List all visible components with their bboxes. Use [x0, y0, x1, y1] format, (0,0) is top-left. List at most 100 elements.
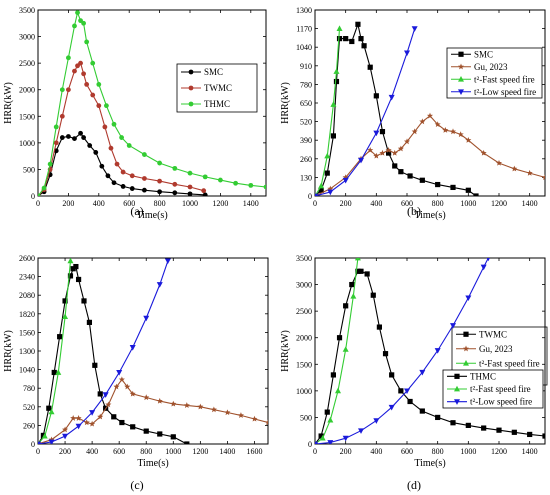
data-point: [170, 400, 177, 407]
data-point: [480, 149, 487, 156]
data-point: [67, 258, 74, 264]
data-point: [450, 323, 456, 329]
data-point: [157, 160, 163, 166]
data-point: [327, 185, 334, 192]
data-point: [379, 149, 386, 156]
data-point: [318, 433, 324, 439]
data-point: [527, 431, 533, 438]
y-tick-label: 3000: [19, 33, 35, 42]
data-point: [66, 87, 71, 93]
data-point: [457, 131, 464, 138]
data-point: [319, 434, 326, 441]
x-tick-label: 1600: [246, 447, 262, 456]
data-point: [318, 187, 324, 193]
data-point: [99, 163, 105, 169]
data-point: [442, 126, 449, 133]
x-tick-label: 1200: [491, 447, 507, 456]
data-point: [264, 419, 268, 426]
data-point: [342, 177, 349, 184]
data-point: [324, 170, 330, 176]
data-point: [315, 441, 318, 444]
data-point: [435, 181, 441, 188]
x-tick-label: 800: [140, 447, 152, 456]
plot-frame: [314, 9, 546, 197]
legend-marker: [454, 385, 460, 392]
data-point: [358, 268, 364, 274]
data-point: [62, 433, 69, 440]
x-tick-label: 1000: [182, 199, 198, 208]
data-point: [172, 181, 178, 187]
x-tick-label: 600: [113, 447, 125, 456]
data-point: [183, 402, 190, 408]
data-point: [450, 184, 456, 191]
y-tick-label: 1000: [296, 387, 312, 396]
y-tick-label: 1300: [19, 347, 35, 356]
legend-entry: t²-Low speed fire: [470, 397, 532, 407]
y-tick-label: 500: [23, 165, 35, 174]
y-tick-label: 780: [300, 80, 312, 89]
y-tick-label: 3000: [296, 281, 312, 290]
data-point: [361, 43, 367, 49]
data-point: [465, 422, 471, 428]
data-point: [404, 50, 410, 57]
x-tick-label: 1000: [460, 447, 476, 456]
data-point: [324, 409, 330, 415]
y-tick-label: 650: [300, 99, 312, 108]
x-tick-label: 600: [123, 199, 135, 208]
data-point: [391, 149, 398, 156]
legend-marker: [454, 373, 460, 379]
data-point: [449, 128, 457, 135]
data-point: [126, 143, 132, 148]
data-point: [373, 152, 380, 159]
x-tick-label: 1400: [522, 447, 538, 456]
data-point: [114, 161, 120, 167]
data-point: [233, 180, 239, 186]
data-point: [327, 440, 334, 444]
data-point: [102, 124, 108, 130]
data-point: [541, 174, 545, 180]
data-point: [315, 193, 318, 196]
y-tick-label: 2000: [19, 86, 35, 95]
data-point: [81, 20, 86, 26]
legend-marker: [188, 85, 194, 91]
plot-frame: [314, 257, 546, 445]
x-tick-label: 0: [36, 447, 40, 456]
legend-entry: TWMC: [204, 83, 232, 93]
data-point: [542, 433, 545, 439]
data-point: [62, 298, 68, 304]
y-tick-label: 1170: [296, 25, 312, 34]
data-point: [97, 391, 103, 397]
data-point: [120, 184, 126, 189]
x-tick-label: 0: [36, 199, 40, 208]
data-point: [434, 121, 441, 128]
data-point: [157, 178, 163, 184]
x-axis-label: Time(s): [137, 458, 168, 469]
data-point: [367, 64, 373, 70]
y-tick-label: 2600: [19, 254, 35, 263]
chart-panel-4: 0 200 400 600 800 1000 1200 1400 0 500 1000 1500 200…: [280, 254, 546, 492]
data-point: [81, 71, 86, 77]
data-point: [496, 427, 502, 433]
legend-entry: Gu, 2023: [474, 62, 508, 72]
data-point: [333, 68, 340, 74]
x-axis-label: Time(s): [136, 210, 167, 221]
y-axis-label: HRR(kW): [3, 82, 14, 124]
data-point: [486, 258, 490, 262]
legend-marker: [458, 89, 464, 95]
data-point: [187, 184, 193, 190]
data-point: [143, 428, 149, 434]
series-line-2: [38, 378, 268, 444]
data-point: [336, 25, 343, 31]
data-point: [210, 406, 217, 413]
data-point: [70, 415, 77, 421]
x-tick-label: 1200: [491, 199, 507, 208]
data-point: [96, 82, 102, 87]
y-tick-label: 2500: [19, 59, 35, 68]
chart-panel-1: 0 200 400 600 800 1000 1200 1400 0 500 1000 1500 200…: [3, 6, 267, 221]
data-point: [465, 295, 472, 302]
data-point: [118, 376, 125, 383]
data-point: [62, 426, 69, 433]
data-point: [70, 266, 76, 272]
data-point: [59, 113, 65, 119]
panel-label: (a): [130, 204, 143, 218]
